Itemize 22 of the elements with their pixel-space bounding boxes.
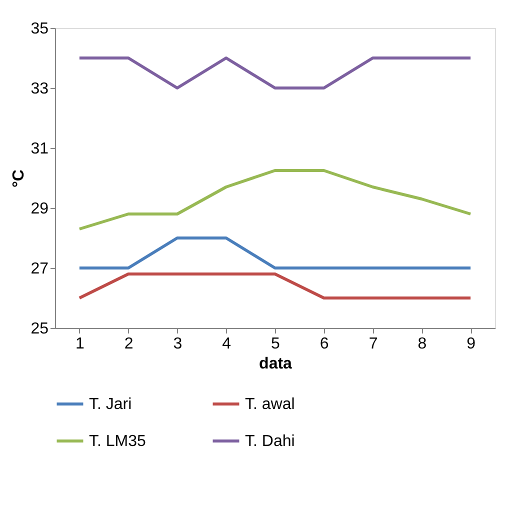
x-tick-label: 3 <box>173 336 182 352</box>
legend-label: T. LM35 <box>89 433 146 450</box>
line-series <box>78 169 472 230</box>
x-axis-title: data <box>259 356 292 372</box>
y-tick-label: 29 <box>30 200 49 218</box>
x-tick-label: 6 <box>320 336 329 352</box>
y-axis-title: °C <box>10 169 28 188</box>
legend-label: T. Dahi <box>245 433 295 450</box>
x-tick-label: 1 <box>75 336 84 352</box>
y-tick-label: 27 <box>30 260 49 278</box>
y-tick-label: 35 <box>30 20 49 38</box>
y-tick-label: 31 <box>30 140 49 158</box>
y-tick-label: 33 <box>30 80 49 98</box>
y-tick-label: 25 <box>30 320 49 338</box>
legend-label: T. awal <box>245 396 295 413</box>
x-tick-label: 4 <box>222 336 232 352</box>
x-tick-label: 2 <box>124 336 134 352</box>
x-tick-label: 9 <box>466 336 476 352</box>
legend-label: T. Jari <box>89 396 132 413</box>
x-tick-label: 5 <box>271 336 280 352</box>
x-tick-label: 8 <box>418 336 427 352</box>
x-tick-label: 7 <box>368 336 378 352</box>
